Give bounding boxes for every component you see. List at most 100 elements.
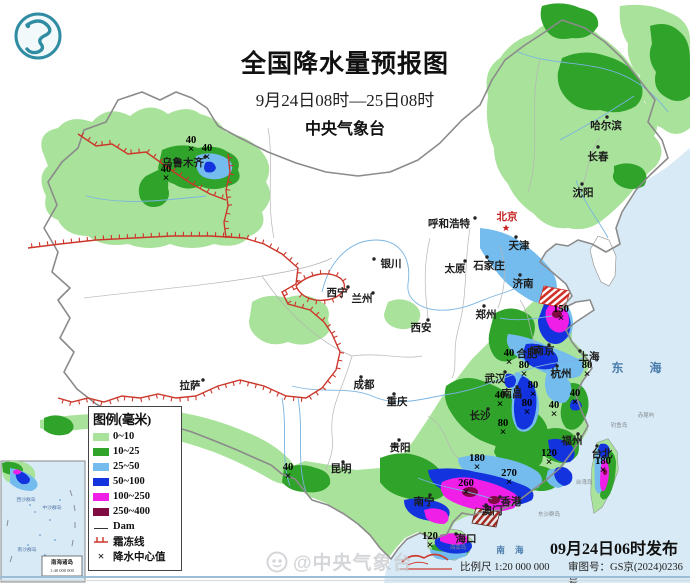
city-dot — [371, 291, 375, 295]
frost-tick — [333, 335, 338, 339]
frost-tick — [276, 392, 280, 397]
precip-center-value: 40 — [161, 164, 172, 175]
legend-bin-label: 25~50 — [113, 461, 140, 472]
frost-tick — [322, 386, 327, 391]
legend-bin-label: 50~100 — [113, 476, 145, 487]
frost-tick — [109, 399, 112, 405]
city-dot — [515, 385, 519, 389]
city-dot — [482, 304, 486, 308]
legend-swatch — [93, 432, 109, 441]
city-marker: 武汉 — [485, 370, 507, 385]
legend-bin-label: 100~250 — [113, 491, 150, 502]
city-marker: 贵阳 — [390, 438, 411, 454]
korea-peninsula — [589, 235, 617, 287]
city-dot — [341, 460, 345, 464]
frost-tick — [246, 234, 249, 240]
frost-tick — [269, 389, 272, 394]
precip-center-marker: 80× — [519, 360, 530, 381]
frost-tick — [303, 274, 307, 280]
frost-tick — [146, 148, 150, 154]
frost-tick — [295, 279, 300, 284]
city-dot — [484, 503, 488, 507]
frost-tick — [308, 395, 312, 400]
city-dot — [595, 444, 599, 448]
frost-tick — [294, 301, 297, 306]
city-label: 郑州 — [476, 308, 497, 321]
frost-tick — [155, 394, 158, 399]
frost-tick — [276, 247, 280, 252]
city-dot — [463, 259, 467, 263]
legend-row: 250~400 — [93, 504, 177, 519]
city-label: 哈尔滨 — [590, 119, 622, 132]
precip-center-x-icon: × — [546, 455, 553, 469]
frost-tick — [140, 397, 143, 403]
frost-tick — [295, 262, 299, 267]
city-label: 太原 — [444, 262, 466, 275]
city-dot — [555, 364, 559, 368]
city-label: 杭州 — [551, 367, 572, 380]
frost-tick — [225, 235, 231, 238]
city-label: 南宁 — [414, 495, 435, 508]
precip-center-value: 120 — [422, 531, 438, 542]
city-label: 天津 — [509, 239, 530, 252]
inset-box-scale: 1:40 000 000 — [50, 568, 75, 573]
frost-tick — [262, 239, 265, 244]
sea-label: 南 海 — [496, 545, 527, 555]
issue-time: 09月24日06时发布 — [549, 541, 678, 558]
frost-tick — [232, 381, 235, 387]
city-label: 长春 — [588, 150, 609, 163]
city-label: 贵阳 — [390, 441, 411, 454]
frost-line — [27, 132, 349, 406]
city-dot — [486, 407, 490, 411]
city-marker: 昆明 — [331, 460, 352, 475]
precip-center-marker: 40× — [283, 462, 294, 483]
precip-center-value: 80 — [522, 398, 533, 409]
frost-tick — [179, 172, 183, 177]
frost-tick — [336, 342, 341, 346]
precip-center-x-icon: × — [524, 405, 531, 419]
precip-center-x-icon: × — [551, 407, 558, 421]
capital-marker: 北京 — [497, 210, 518, 231]
precip-center-x-icon: × — [474, 460, 481, 474]
precip-center-x-icon: × — [521, 367, 528, 381]
frost-tick — [309, 306, 314, 311]
city-dot — [428, 493, 432, 497]
frost-tick — [283, 293, 288, 297]
precip-center-marker: 80× — [522, 398, 533, 419]
city-label: 石家庄 — [472, 259, 505, 272]
city-label: 长沙 — [470, 409, 491, 422]
precip-center-value: 270 — [501, 468, 517, 479]
precip-center-x-icon: × — [188, 142, 195, 156]
city-marker: 重庆 — [387, 392, 408, 408]
legend-row-center: × 降水中心值 — [93, 549, 177, 564]
legend-swatch — [93, 447, 109, 456]
frost-tick — [166, 162, 170, 168]
legend-bin-label: 250~400 — [113, 506, 150, 517]
precip-center-value: 80 — [498, 418, 509, 429]
frost-tick — [224, 383, 227, 389]
city-dot — [580, 182, 584, 186]
frost-tick — [227, 181, 233, 184]
city-label: 乌鲁木齐 — [162, 156, 204, 169]
precip-center-marker: 180× — [595, 456, 611, 477]
city-marker: 海口 — [454, 532, 477, 545]
precip-center-marker: 80× — [498, 418, 509, 439]
frost-tick — [116, 397, 119, 402]
legend-swatch — [93, 477, 109, 486]
legend-swatch — [93, 507, 109, 516]
frost-tick — [226, 188, 231, 191]
city-label: 西安 — [411, 321, 432, 334]
city-marker: 乌鲁木齐 — [162, 155, 207, 169]
neatline — [0, 576, 690, 578]
frost-tick — [92, 399, 95, 404]
frost-tick — [38, 242, 41, 247]
city-label: 南京 — [534, 344, 555, 357]
city-marker: 南昌 — [502, 385, 523, 400]
frost-tick — [306, 297, 310, 303]
frost-tick — [172, 167, 176, 172]
city-dot — [518, 273, 522, 277]
legend-row-frost: 霜冻线 — [93, 534, 177, 549]
red-stamp — [400, 553, 452, 570]
